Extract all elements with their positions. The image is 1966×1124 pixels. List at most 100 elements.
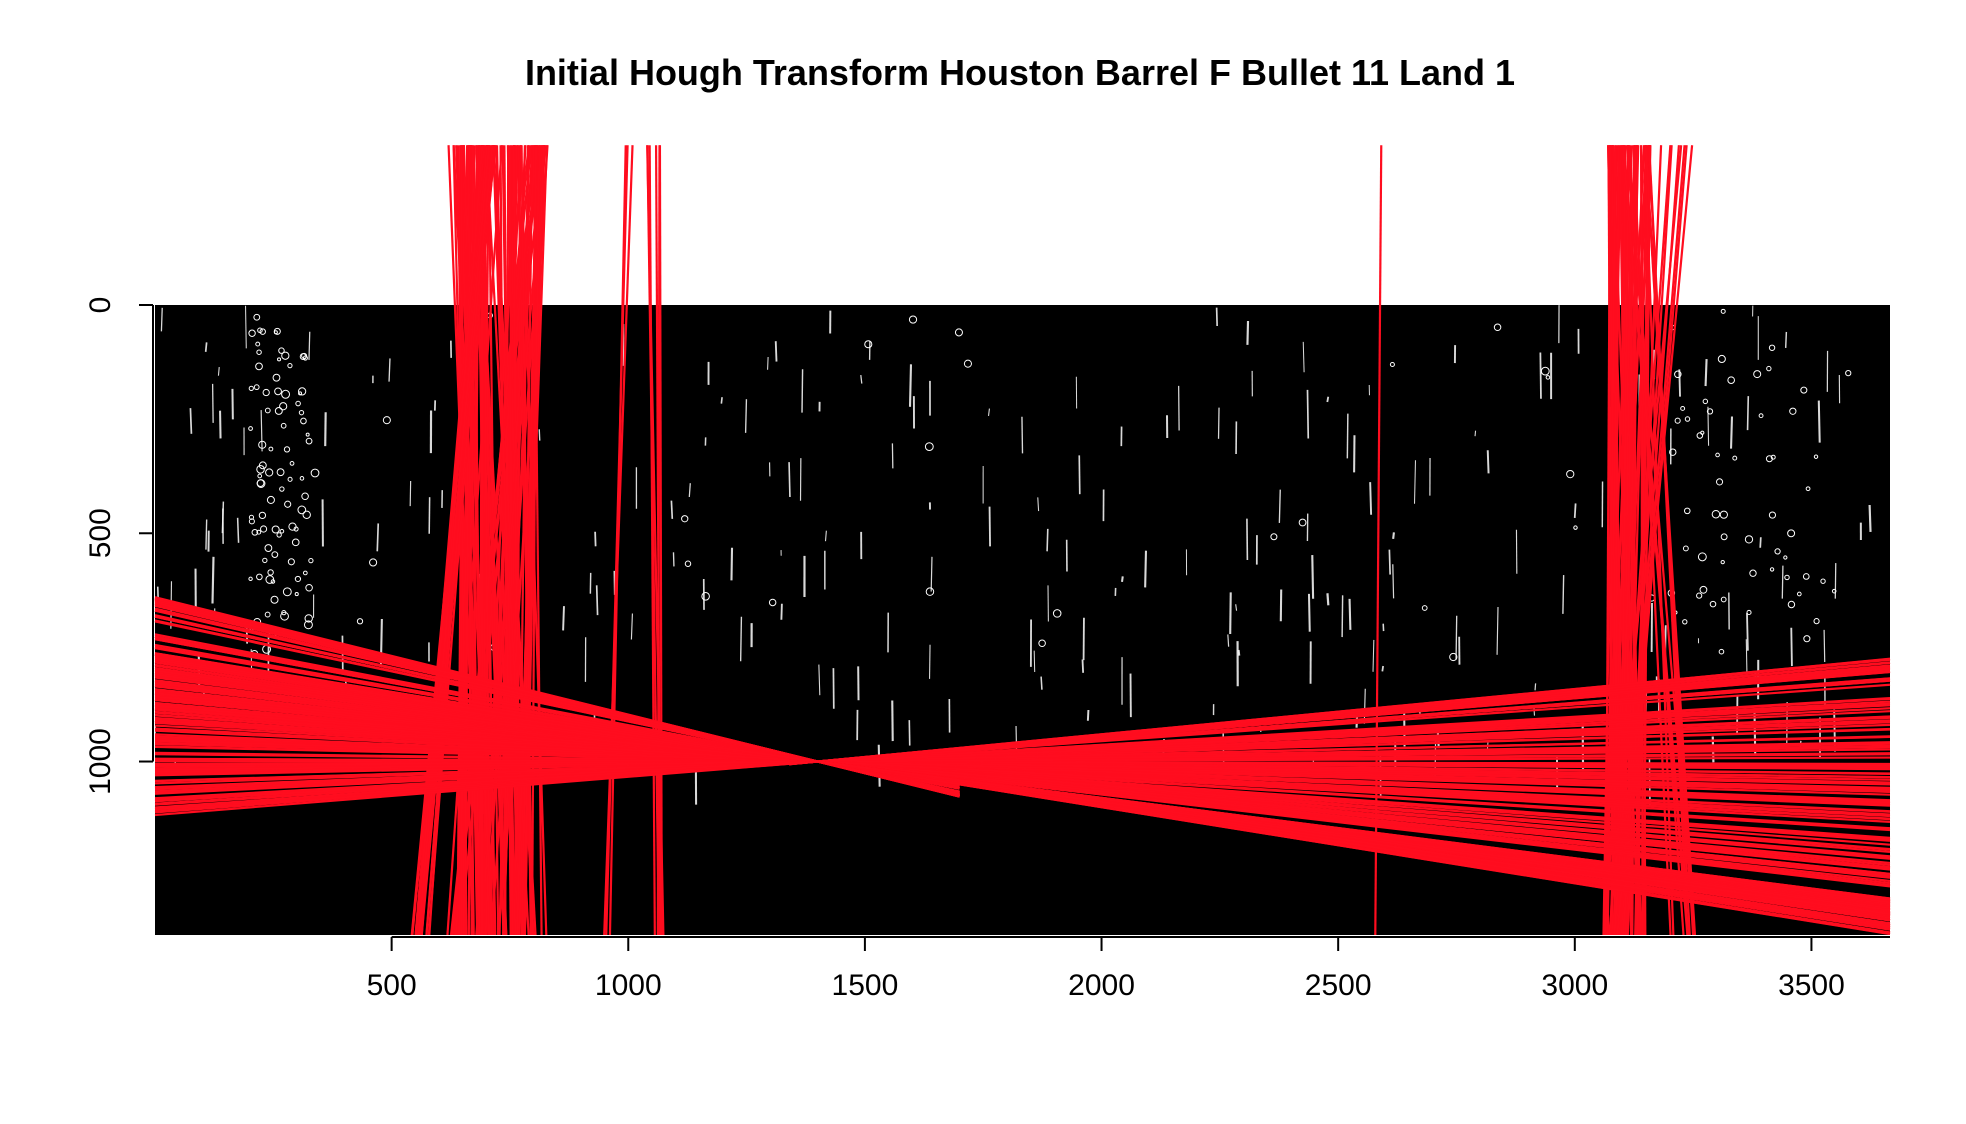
edge-stroke: [1311, 555, 1315, 599]
edge-blob: [1540, 366, 1550, 376]
edge-blob: [954, 328, 963, 337]
y-tick-label: 0: [84, 297, 117, 314]
edge-stroke: [388, 358, 391, 382]
hough-line: [789, 756, 1891, 916]
hough-line: [789, 759, 1891, 781]
hough-line: [789, 758, 1891, 820]
edge-stroke: [1369, 482, 1373, 515]
edge-blob: [1803, 635, 1811, 643]
edge-blob: [1421, 605, 1428, 611]
edge-blob: [248, 518, 255, 525]
edge-blob: [1684, 416, 1691, 422]
edge-blob: [262, 388, 270, 397]
edge-blob: [681, 515, 689, 523]
edge-blob: [279, 486, 285, 492]
x-tick-label: 2500: [1305, 969, 1372, 1002]
edge-blob: [1746, 609, 1752, 615]
edge-blob: [302, 570, 308, 576]
edge-stroke: [1781, 565, 1784, 599]
x-tick-label: 2000: [1068, 969, 1135, 1002]
edge-blob: [298, 387, 307, 396]
edge-blob: [1758, 413, 1764, 419]
edge-blob: [262, 557, 268, 564]
hough-line: [417, 145, 491, 935]
x-tick-label: 1500: [832, 969, 899, 1002]
edge-blob: [1715, 478, 1724, 486]
edge-blob: [260, 525, 268, 533]
edge-stroke: [1046, 528, 1049, 552]
edge-blob: [1449, 652, 1458, 662]
edge-blob: [276, 532, 282, 538]
edge-stroke: [260, 410, 263, 452]
edge-stroke: [1346, 413, 1349, 459]
edge-blob: [293, 526, 299, 532]
edge-blob: [356, 618, 364, 625]
edge-stroke: [1496, 606, 1499, 655]
chart-title: Initial Hough Transform Houston Barrel F…: [525, 52, 1515, 93]
edge-stroke: [221, 501, 225, 534]
edge-blob: [1680, 405, 1686, 411]
edge-stroke: [1704, 359, 1708, 387]
x-axis: 500 1000 1500 2000 2500 3000 3500: [367, 936, 1890, 1002]
edge-blob: [289, 461, 295, 466]
edge-blob: [1706, 408, 1714, 415]
edge-blob: [1813, 454, 1819, 459]
edge-blob: [1727, 376, 1735, 384]
edge-blob: [1753, 370, 1762, 379]
edge-stroke: [204, 342, 208, 352]
edge-blob: [257, 473, 263, 479]
edge-blob: [1298, 518, 1307, 527]
hough-line: [520, 145, 538, 935]
edge-blob: [248, 329, 256, 337]
edge-blob: [279, 402, 288, 411]
hough-line: [789, 700, 1891, 765]
edge-stroke: [1021, 416, 1024, 454]
edge-blob: [255, 341, 261, 347]
edge-blob: [1389, 361, 1395, 368]
edge-stroke: [987, 408, 990, 417]
edge-blob: [1720, 308, 1726, 314]
edge-stroke: [1326, 593, 1330, 606]
edge-blob: [1038, 639, 1046, 648]
edge-blob: [278, 347, 285, 354]
edge-stroke: [308, 331, 311, 360]
edge-stroke: [1302, 341, 1305, 373]
edge-stroke: [1534, 683, 1537, 691]
edge-stroke: [1817, 400, 1821, 443]
edge-blob: [1566, 469, 1575, 479]
edge-blob: [271, 551, 279, 558]
edge-blob: [305, 583, 313, 592]
edge-blob: [1270, 533, 1278, 541]
edge-blob: [281, 351, 290, 360]
y-axis: 0 500 1000: [84, 297, 154, 795]
edge-stroke: [217, 367, 220, 376]
edge-stroke: [688, 483, 691, 498]
edge-blob: [297, 505, 307, 515]
edge-stroke: [670, 500, 674, 519]
edge-stroke: [1746, 613, 1749, 651]
edge-stroke: [1227, 634, 1230, 647]
edge-stroke: [774, 341, 778, 362]
edge-stroke: [1372, 639, 1375, 672]
edge-blob: [1774, 548, 1781, 555]
edge-stroke: [730, 547, 734, 581]
hough-line: [466, 145, 481, 935]
edge-stroke: [1573, 503, 1577, 518]
edge-stroke: [1539, 352, 1542, 399]
hough-line: [789, 677, 1891, 765]
x-tick-label: 500: [367, 969, 417, 1002]
hough-line: [447, 145, 481, 935]
edge-blob: [1493, 323, 1502, 332]
edge-blob: [305, 437, 313, 445]
edge-blob: [1784, 574, 1790, 581]
edge-blob: [1813, 618, 1820, 625]
edge-blob: [264, 611, 271, 618]
edge-blob: [267, 569, 274, 576]
edge-stroke: [1078, 455, 1081, 495]
edge-blob: [1820, 578, 1826, 584]
edge-blob: [295, 400, 301, 407]
edge-stroke: [1144, 550, 1148, 588]
edge-blob: [256, 529, 262, 535]
hough-line: [512, 145, 519, 935]
edge-stroke: [1237, 649, 1241, 656]
